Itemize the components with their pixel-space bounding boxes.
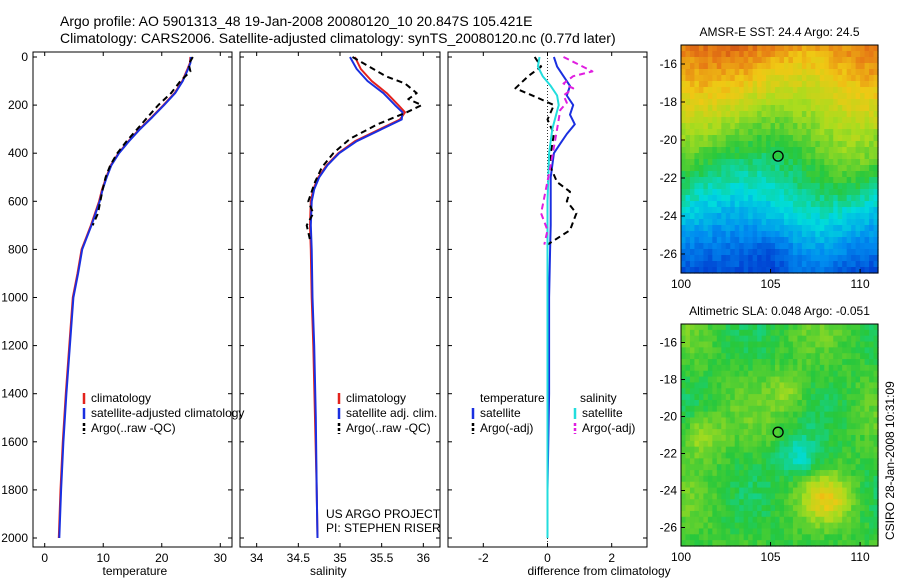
depth-tick-label: 1200 [1,339,28,353]
figure-title-line2: Climatology: CARS2006. Satellite-adjuste… [60,30,616,46]
sla-map-ytick-label: -18 [660,373,678,387]
depth-tick-label: 400 [8,146,28,160]
diff-legend-temp-satellite-label: satellite [480,406,521,420]
temperature-profile-series-1 [58,56,192,539]
temperature-profile-xtick-label: 0 [41,551,48,565]
depth-tick-label: 1800 [1,483,28,497]
salinity-profile-series-1 [309,56,404,539]
temperature-profile-xtick-label: 10 [97,551,111,565]
difference-profile-series-3 [540,56,594,245]
depth-tick-label: 1600 [1,435,28,449]
sla-map-ytick-label: -24 [660,484,678,498]
sst-map-ytick-label: -24 [660,209,678,223]
sst-map-xtick-label: 110 [851,277,870,291]
depth-tick-label: 0 [21,50,28,64]
salinity-profile-series-2 [305,56,423,241]
sst-map-xtick-label: 100 [671,277,691,291]
temperature-profile-xtick-label: 20 [155,551,169,565]
salinity-profile-xtick-label: 35 [333,551,347,565]
salinity-profile-frame [239,51,441,548]
sla-map-xtick-label: 110 [851,550,870,564]
sst-map-ytick-label: -18 [660,95,678,109]
sst-map-ytick-label: -16 [660,57,678,71]
sal-legend-satellite-label: satellite adj. clim. [346,406,437,420]
difference-profile-xtick-label: 0 [544,551,551,565]
depth-tick-label: 1000 [1,291,28,305]
salinity-profile-xtick-label: 36 [417,551,431,565]
depth-tick-label: 200 [8,98,28,112]
depth-tick-label: 1400 [1,387,28,401]
diff-legend-temp-argo-label: Argo(-adj) [480,421,533,435]
temp-legend-climatology-label: climatology [91,391,151,405]
temperature-profile-series-0 [57,56,192,539]
temperature-profile-xlabel: temperature [103,564,168,578]
salinity-profile-series-0 [309,56,406,539]
sla-map-ytick-label: -26 [660,521,678,535]
salinity-profile-xlabel: salinity [310,564,347,578]
temperature-profile-xtick-label: 30 [214,551,228,565]
pi-annotation: PI: STEPHEN RISER [326,521,441,535]
difference-profile-xlabel: difference from climatology [528,564,671,578]
sst-map-ytick-label: -22 [660,171,678,185]
salinity-profile-xtick-label: 35.5 [370,551,394,565]
diff-legend-header-salinity: salinity [580,391,617,405]
temperature-profile-series-2 [91,56,194,226]
credit-stamp: CSIRO 28-Jan-2008 10:31:09 [883,381,897,540]
diff-legend-sal-satellite-label: satellite [582,406,623,420]
difference-profile-series-2 [536,56,560,538]
sla-map-argo-marker [772,426,784,438]
sla-map-xtick-label: 105 [761,550,781,564]
difference-profile-xtick-label: 2 [608,551,615,565]
diff-legend-sal-argo-label: Argo(-adj) [582,421,635,435]
sal-legend-climatology-label: climatology [346,391,406,405]
sla-map-xtick-label: 100 [671,550,691,564]
sst-map-frame [680,44,879,274]
sla-map-frame [680,323,879,547]
sla-map-ytick-label: -20 [660,410,678,424]
sst-map-title: AMSR-E SST: 24.4 Argo: 24.5 [699,25,859,39]
project-annotation: US ARGO PROJECT [326,507,441,521]
temp-legend-satellite-label: satellite-adjusted climatology [91,406,244,420]
sla-map-ytick-label: -16 [660,336,678,350]
sst-map-argo-marker [772,150,784,162]
temp-legend-argo-label: Argo(..raw -QC) [91,421,176,435]
salinity-profile-xtick-label: 34.5 [287,551,311,565]
sst-map-ytick-label: -20 [660,133,678,147]
diff-legend-header-temperature: temperature [480,391,545,405]
sla-map-ytick-label: -22 [660,447,678,461]
sst-map-ytick-label: -26 [660,247,678,261]
sla-map-title: Altimetric SLA: 0.048 Argo: -0.051 [689,304,870,318]
depth-tick-label: 800 [8,242,28,256]
difference-profile-series-1 [514,56,578,246]
temperature-profile-frame [32,51,233,548]
depth-tick-label: 600 [8,194,28,208]
sal-legend-argo-label: Argo(..raw -QC) [346,421,431,435]
difference-profile-xtick-label: -2 [478,551,489,565]
figure-title-line1: Argo profile: AO 5901313_48 19-Jan-2008 … [60,13,533,29]
depth-tick-label: 2000 [1,531,28,545]
sst-map-xtick-label: 105 [761,277,781,291]
salinity-profile-xtick-label: 34 [250,551,264,565]
